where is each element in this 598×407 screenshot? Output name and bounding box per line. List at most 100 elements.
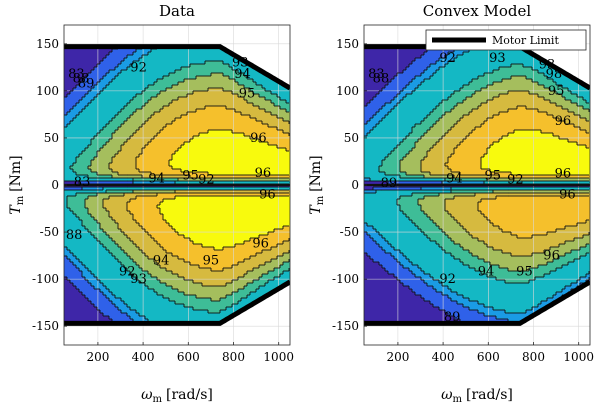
- contour-cell: [91, 25, 95, 29]
- contour-cell: [172, 268, 176, 272]
- contour-cell: [154, 205, 158, 209]
- contour-cell: [127, 115, 131, 119]
- contour-cell: [106, 226, 110, 230]
- contour-cell: [91, 337, 95, 341]
- contour-cell: [193, 118, 197, 122]
- contour-cell: [190, 280, 194, 284]
- contour-cell: [139, 178, 143, 182]
- contour-cell: [190, 172, 194, 176]
- contour-cell: [142, 82, 146, 86]
- contour-cell: [79, 130, 83, 134]
- contour-cell: [187, 40, 191, 44]
- contour-cell: [91, 319, 95, 323]
- contour-cell: [73, 214, 77, 218]
- contour-cell: [163, 211, 167, 215]
- contour-cell: [67, 85, 71, 89]
- contour-cell: [193, 232, 197, 236]
- contour-cell: [97, 142, 101, 146]
- contour-cell: [175, 247, 179, 251]
- contour-cell: [178, 61, 182, 65]
- contour-cell: [106, 175, 110, 179]
- contour-cell: [130, 127, 134, 131]
- contour-cell: [151, 208, 155, 212]
- contour-cell: [181, 307, 185, 311]
- contour-cell: [82, 280, 86, 284]
- contour-cell: [88, 94, 92, 98]
- contour-cell: [67, 67, 71, 71]
- contour-cell: [133, 103, 137, 107]
- contour-cell: [163, 328, 167, 332]
- contour-cell: [97, 115, 101, 119]
- contour-cell: [184, 304, 188, 308]
- contour-cell: [88, 235, 92, 239]
- contour-cell: [148, 166, 152, 170]
- contour-cell: [79, 34, 83, 38]
- contour-cell: [163, 103, 167, 107]
- contour-cell: [118, 319, 122, 323]
- contour-cell: [85, 298, 89, 302]
- contour-cell: [139, 274, 143, 278]
- contour-cell: [100, 304, 104, 308]
- contour-cell: [163, 85, 167, 89]
- contour-cell: [181, 163, 185, 167]
- contour-cell: [73, 310, 77, 314]
- contour-cell: [118, 160, 122, 164]
- contour-cell: [76, 85, 80, 89]
- contour-cell: [127, 64, 131, 68]
- contour-cell: [184, 328, 188, 332]
- contour-cell: [88, 232, 92, 236]
- contour-cell: [133, 337, 137, 341]
- contour-cell: [175, 289, 179, 293]
- contour-cell: [193, 88, 197, 92]
- contour-cell: [136, 37, 140, 41]
- contour-cell: [139, 58, 143, 62]
- contour-cell: [70, 283, 74, 287]
- contour-cell: [67, 115, 71, 119]
- contour-cell: [103, 223, 107, 227]
- contour-cell: [130, 40, 134, 44]
- contour-cell: [190, 295, 194, 299]
- contour-cell: [193, 148, 197, 152]
- contour-cell: [172, 28, 176, 32]
- contour-cell: [115, 64, 119, 68]
- contour-cell: [184, 217, 188, 221]
- contour-cell: [79, 223, 83, 227]
- contour-cell: [106, 145, 110, 149]
- contour-cell: [193, 28, 197, 32]
- contour-cell: [157, 112, 161, 116]
- contour-cell: [106, 124, 110, 128]
- contour-cell: [85, 85, 89, 89]
- contour-cell: [64, 298, 68, 302]
- contour-cell: [139, 265, 143, 269]
- contour-cell: [172, 34, 176, 38]
- contour-cell: [193, 277, 197, 281]
- contour-cell: [88, 244, 92, 248]
- contour-cell: [184, 223, 188, 227]
- contour-cell: [79, 151, 83, 155]
- contour-cell: [70, 298, 74, 302]
- contour-cell: [163, 220, 167, 224]
- contour-cell: [88, 151, 92, 155]
- contour-cell: [118, 295, 122, 299]
- contour-cell: [64, 247, 68, 251]
- contour-cell: [163, 94, 167, 98]
- contour-cell: [139, 310, 143, 314]
- contour-cell: [67, 76, 71, 80]
- contour-cell: [100, 340, 104, 344]
- contour-cell: [157, 121, 161, 125]
- contour-cell: [103, 268, 107, 272]
- contour-cell: [124, 241, 128, 245]
- contour-cell: [178, 112, 182, 116]
- contour-cell: [169, 70, 173, 74]
- contour-cell: [199, 301, 203, 305]
- contour-cell: [184, 286, 188, 290]
- contour-cell: [160, 283, 164, 287]
- contour-cell: [136, 97, 140, 101]
- contour-cell: [109, 334, 113, 338]
- contour-cell: [127, 91, 131, 95]
- contour-cell: [139, 211, 143, 215]
- contour-cell: [178, 73, 182, 77]
- contour-cell: [127, 334, 131, 338]
- contour-cell: [184, 133, 188, 137]
- contour-cell: [157, 124, 161, 128]
